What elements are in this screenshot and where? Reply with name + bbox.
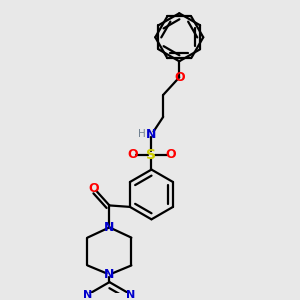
Text: N: N bbox=[83, 290, 92, 300]
Text: N: N bbox=[104, 268, 115, 281]
Text: O: O bbox=[165, 148, 176, 161]
Text: S: S bbox=[146, 148, 157, 162]
Text: O: O bbox=[174, 71, 184, 84]
Text: O: O bbox=[127, 148, 138, 161]
Text: N: N bbox=[104, 221, 115, 234]
Text: N: N bbox=[146, 128, 157, 141]
Text: H: H bbox=[138, 130, 146, 140]
Text: O: O bbox=[88, 182, 99, 195]
Text: N: N bbox=[126, 290, 136, 300]
